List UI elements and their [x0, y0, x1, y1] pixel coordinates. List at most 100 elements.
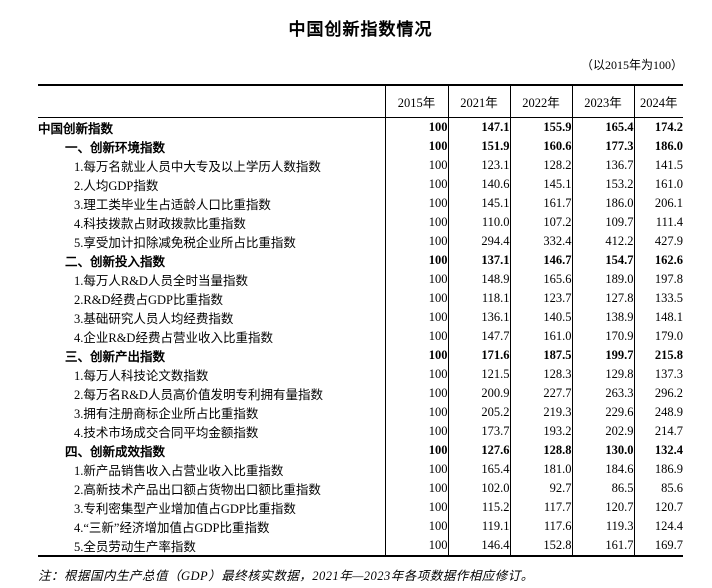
row-label: 5.享受加计扣除减免税企业所占比重指数	[74, 236, 296, 250]
table-row: 4.企业R&D经费占营业收入比重指数 100 147.7 161.0 170.9 179.…	[38, 327, 683, 346]
page-title: 中国创新指数情况	[288, 20, 433, 39]
value-cell: 193.2	[509, 422, 572, 441]
value-cell: 133.5	[633, 289, 683, 308]
table-row: 3.拥有注册商标企业所占比重指数 100 205.2 219.3 229.6 248.9	[38, 403, 683, 422]
table-row: 1.每万人科技论文数指数 100 121.5 128.3 129.8 137.3	[38, 365, 683, 384]
value-cell: 160.6	[509, 137, 572, 156]
value-cell: 154.7	[571, 251, 634, 270]
table-row: 3.理工类毕业生占适龄人口比重指数 100 145.1 161.7 186.0 206.1	[38, 194, 683, 213]
year-header: 2021年	[447, 85, 510, 118]
value-cell: 111.4	[633, 213, 683, 232]
table-row: 一、创新环境指数 100 151.9 160.6 177.3 186.0	[38, 137, 683, 156]
year-header: 2015年	[384, 85, 448, 118]
value-cell: 100	[384, 536, 448, 556]
table-row: 3.基础研究人员人均经费指数 100 136.1 140.5 138.9 148.1	[38, 308, 683, 327]
table-row: 4.科技拨款占财政拨款比重指数 100 110.0 107.2 109.7 111.4	[38, 213, 683, 232]
value-cell: 86.5	[571, 479, 634, 498]
value-cell: 205.2	[447, 403, 510, 422]
row-label: 3.理工类毕业生占适龄人口比重指数	[74, 198, 271, 212]
value-cell: 100	[384, 270, 448, 289]
value-cell: 199.7	[571, 346, 634, 365]
value-cell: 120.7	[571, 498, 634, 517]
value-cell: 229.6	[571, 403, 634, 422]
value-cell: 165.4	[571, 117, 634, 137]
value-cell: 148.9	[447, 270, 510, 289]
value-cell: 119.3	[571, 517, 634, 536]
value-cell: 161.0	[633, 175, 683, 194]
row-label: 3.基础研究人员人均经费指数	[74, 312, 234, 326]
table-row: 二、创新投入指数 100 137.1 146.7 154.7 162.6	[38, 251, 683, 270]
value-cell: 127.6	[447, 441, 510, 460]
table-row: 5.享受加计扣除减免税企业所占比重指数 100 294.4 332.4 412.2 427…	[38, 232, 683, 251]
row-label: 1.每万名就业人员中大专及以上学历人数指数	[74, 160, 321, 174]
table-row: 四、创新成效指数 100 127.6 128.8 130.0 132.4	[38, 441, 683, 460]
value-cell: 412.2	[571, 232, 634, 251]
value-cell: 138.9	[571, 308, 634, 327]
value-cell: 120.7	[633, 498, 683, 517]
value-cell: 100	[384, 232, 448, 251]
value-cell: 121.5	[447, 365, 510, 384]
table-row: 4.技术市场成交合同平均金额指数 100 173.7 193.2 202.9 214.7	[38, 422, 683, 441]
value-cell: 100	[384, 460, 448, 479]
value-cell: 177.3	[571, 137, 634, 156]
value-cell: 206.1	[633, 194, 683, 213]
row-label: 4.企业R&D经费占营业收入比重指数	[74, 331, 273, 345]
row-label: 2.高新技术产品出口额占货物出口额比重指数	[74, 483, 321, 497]
value-cell: 147.1	[447, 117, 510, 137]
row-label: 2.人均GDP指数	[74, 179, 159, 193]
table-row: 2.R&D经费占GDP比重指数 100 118.1 123.7 127.8 133.5	[38, 289, 683, 308]
value-cell: 100	[384, 175, 448, 194]
value-cell: 153.2	[571, 175, 634, 194]
row-label: 2.R&D经费占GDP比重指数	[74, 293, 223, 307]
value-cell: 100	[384, 365, 448, 384]
row-label: 1.每万人科技论文数指数	[74, 369, 209, 383]
value-cell: 214.7	[633, 422, 683, 441]
value-cell: 107.2	[509, 213, 572, 232]
table-row: 1.新产品销售收入占营业收入比重指数 100 165.4 181.0 184.6 186.…	[38, 460, 683, 479]
value-cell: 263.3	[571, 384, 634, 403]
value-cell: 100	[384, 194, 448, 213]
value-cell: 136.1	[447, 308, 510, 327]
value-cell: 115.2	[447, 498, 510, 517]
value-cell: 161.7	[571, 536, 634, 556]
value-cell: 141.5	[633, 156, 683, 175]
table-row: 2.高新技术产品出口额占货物出口额比重指数 100 102.0 92.7 86.5 85.…	[38, 479, 683, 498]
row-label: 5.全员劳动生产率指数	[74, 540, 196, 554]
value-cell: 137.1	[447, 251, 510, 270]
value-cell: 128.2	[509, 156, 572, 175]
value-cell: 151.9	[447, 137, 510, 156]
value-cell: 186.9	[633, 460, 683, 479]
row-label: 中国创新指数	[38, 122, 114, 136]
row-label: 4.“三新”经济增加值占GDP比重指数	[74, 521, 270, 535]
year-header: 2023年	[571, 85, 634, 118]
value-cell: 100	[384, 251, 448, 270]
value-cell: 127.8	[571, 289, 634, 308]
value-cell: 136.7	[571, 156, 634, 175]
value-cell: 146.7	[509, 251, 572, 270]
value-cell: 100	[384, 441, 448, 460]
row-label: 三、创新产出指数	[65, 350, 166, 364]
table-row: 2.每万名R&D人员高价值发明专利拥有量指数 100 200.9 227.7 263.3…	[38, 384, 683, 403]
value-cell: 110.0	[447, 213, 510, 232]
value-cell: 145.1	[447, 194, 510, 213]
year-header: 2024年	[633, 85, 683, 118]
table-row: 中国创新指数 100 147.1 155.9 165.4 174.2	[38, 117, 683, 137]
row-label: 4.技术市场成交合同平均金额指数	[74, 426, 259, 440]
table-row: 三、创新产出指数 100 171.6 187.5 199.7 215.8	[38, 346, 683, 365]
value-cell: 189.0	[571, 270, 634, 289]
value-cell: 100	[384, 117, 448, 137]
value-cell: 186.0	[571, 194, 634, 213]
value-cell: 161.7	[509, 194, 572, 213]
row-label: 1.每万人R&D人员全时当量指数	[74, 274, 248, 288]
value-cell: 100	[384, 517, 448, 536]
value-cell: 123.1	[447, 156, 510, 175]
value-cell: 248.9	[633, 403, 683, 422]
value-cell: 100	[384, 346, 448, 365]
value-cell: 140.5	[509, 308, 572, 327]
value-cell: 148.1	[633, 308, 683, 327]
value-cell: 197.8	[633, 270, 683, 289]
value-cell: 100	[384, 479, 448, 498]
value-cell: 202.9	[571, 422, 634, 441]
value-cell: 117.7	[509, 498, 572, 517]
value-cell: 128.8	[509, 441, 572, 460]
